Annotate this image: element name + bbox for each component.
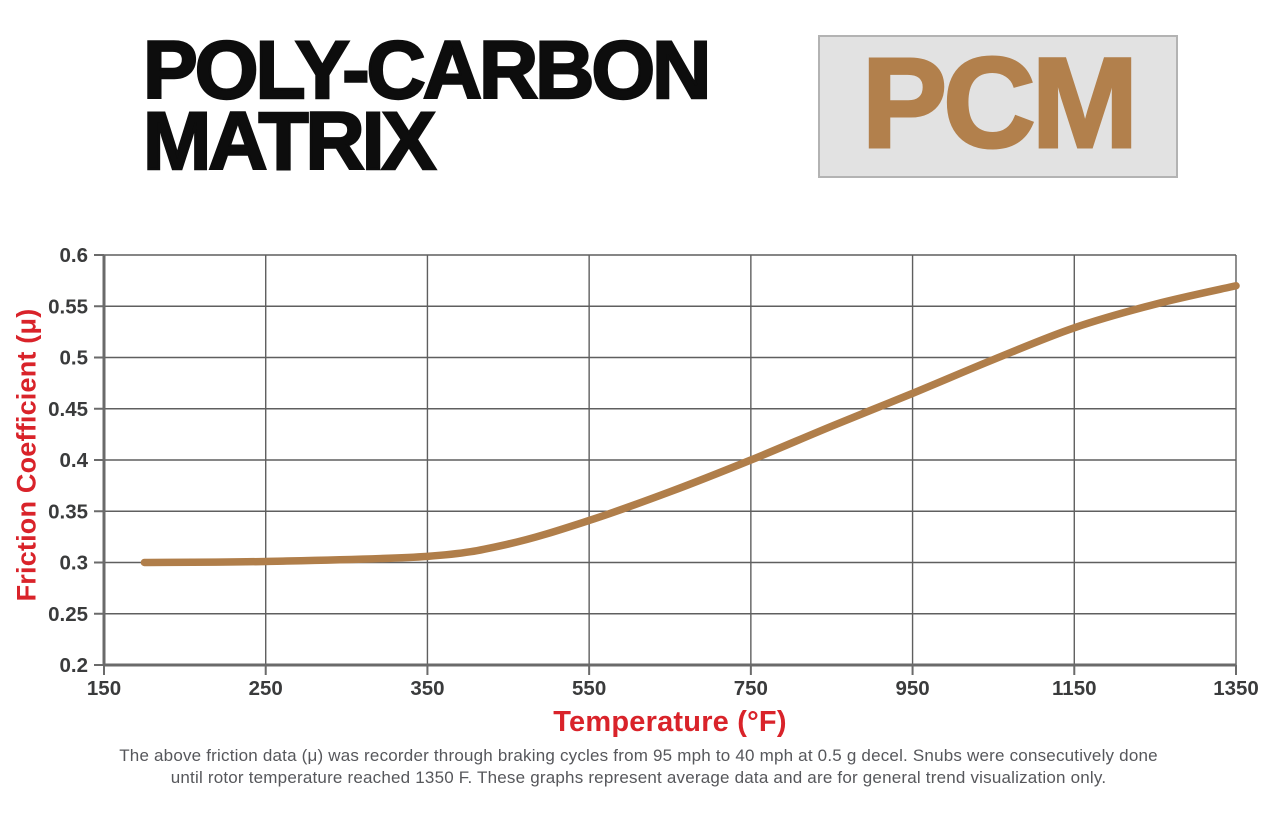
pcm-logo: PCM [818,35,1178,178]
x-tick-label: 550 [572,677,606,700]
x-tick-label: 1150 [1052,677,1096,700]
y-tick-label: 0.3 [60,552,89,575]
y-tick-label: 0.45 [48,398,88,421]
y-tick-label: 0.35 [48,500,88,523]
y-tick-label: 0.25 [48,603,88,626]
pcm-logo-text: PCM [860,31,1139,175]
x-tick-label: 350 [410,677,444,700]
y-tick-label: 0.5 [60,347,89,370]
y-tick-label: 0.6 [60,244,89,267]
footer-line-2: until rotor temperature reached 1350 F. … [170,767,1107,787]
x-tick-label: 1350 [1213,677,1259,700]
x-tick-label: 250 [249,677,283,700]
y-tick-label: 0.4 [60,449,89,472]
title-line-1: POLY-CARBON [142,25,713,116]
friction-curve [140,282,1240,567]
page-title: POLY-CARBON MATRIX [142,25,713,187]
x-tick-label: 150 [87,677,121,700]
y-tick-label: 0.55 [48,295,88,318]
x-tick-label: 950 [895,677,929,700]
footer-line-1: The above friction data (μ) was recorder… [119,746,1158,765]
x-tick-label: 750 [734,677,768,700]
y-axis-title: Friction Coefficient (μ) [11,308,42,602]
title-line-2: MATRIX [142,95,438,187]
x-axis-title: Temperature (°F) [553,706,787,738]
footer-note: The above friction data (μ) was recorder… [0,745,1277,788]
y-tick-label: 0.2 [60,654,89,677]
